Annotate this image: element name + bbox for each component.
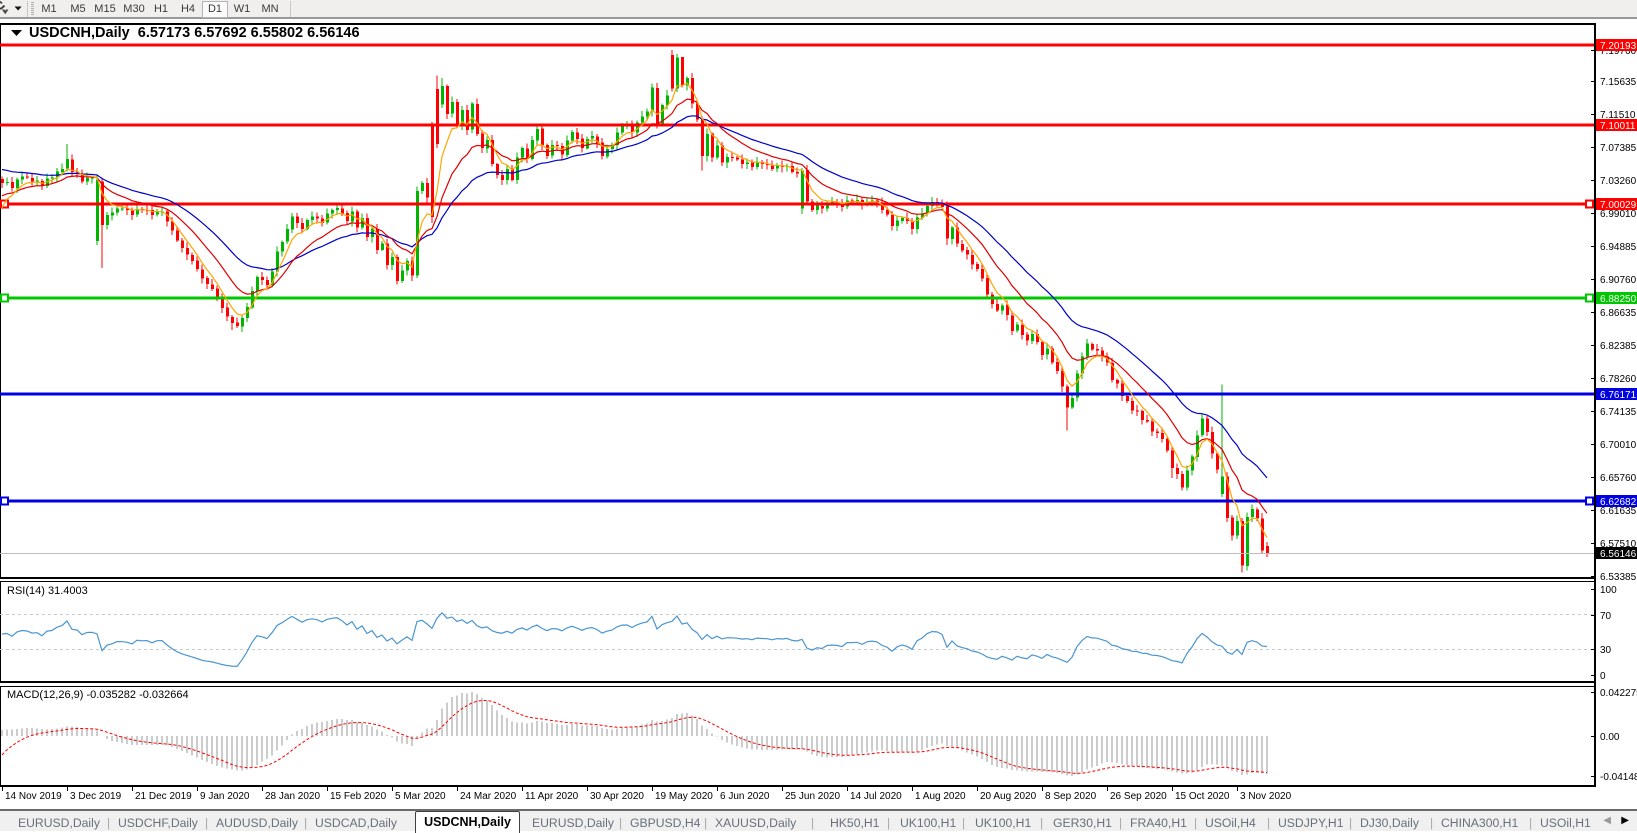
svg-text:6.99010: 6.99010 [1600, 209, 1637, 220]
svg-text:15 Feb 2020: 15 Feb 2020 [330, 791, 387, 802]
svg-text:6.94885: 6.94885 [1600, 242, 1637, 253]
svg-text:3 Nov 2020: 3 Nov 2020 [1240, 791, 1292, 802]
svg-text:14 Jul 2020: 14 Jul 2020 [850, 791, 902, 802]
svg-text:24 Mar 2020: 24 Mar 2020 [460, 791, 517, 802]
svg-text:8 Sep 2020: 8 Sep 2020 [1045, 791, 1097, 802]
svg-text:1 Aug 2020: 1 Aug 2020 [915, 791, 966, 802]
svg-text:6.90760: 6.90760 [1600, 275, 1637, 286]
svg-text:-0.04148: -0.04148 [1600, 772, 1637, 783]
svg-text:15 Oct 2020: 15 Oct 2020 [1175, 791, 1230, 802]
svg-text:6.65760: 6.65760 [1600, 473, 1637, 484]
svg-text:30 Apr 2020: 30 Apr 2020 [590, 791, 644, 802]
svg-text:26 Sep 2020: 26 Sep 2020 [1110, 791, 1167, 802]
svg-text:100: 100 [1600, 585, 1617, 596]
svg-text:19 May 2020: 19 May 2020 [655, 791, 713, 802]
svg-text:70: 70 [1600, 611, 1612, 622]
svg-text:6.70010: 6.70010 [1600, 440, 1637, 451]
svg-text:0.00: 0.00 [1600, 732, 1620, 743]
svg-text:3 Dec 2019: 3 Dec 2019 [70, 791, 122, 802]
svg-text:0.042275: 0.042275 [1600, 688, 1637, 699]
svg-text:20 Aug 2020: 20 Aug 2020 [980, 791, 1037, 802]
svg-text:14 Nov 2019: 14 Nov 2019 [5, 791, 62, 802]
svg-text:5 Mar 2020: 5 Mar 2020 [395, 791, 446, 802]
svg-text:7.03260: 7.03260 [1600, 176, 1637, 187]
svg-text:7.11510: 7.11510 [1600, 110, 1636, 121]
svg-text:6.76171: 6.76171 [1600, 390, 1637, 401]
svg-text:21 Dec 2019: 21 Dec 2019 [135, 791, 192, 802]
svg-text:28 Jan 2020: 28 Jan 2020 [265, 791, 320, 802]
svg-text:6.88250: 6.88250 [1600, 294, 1637, 305]
svg-text:0: 0 [1600, 671, 1606, 682]
svg-text:7.20193: 7.20193 [1600, 41, 1637, 52]
svg-text:7.19760: 7.19760 [1600, 46, 1637, 57]
svg-text:11 Apr 2020: 11 Apr 2020 [525, 791, 579, 802]
svg-text:7.15635: 7.15635 [1600, 77, 1637, 88]
svg-text:6.61635: 6.61635 [1600, 506, 1637, 517]
svg-text:6.62682: 6.62682 [1600, 497, 1637, 508]
svg-text:7.10011: 7.10011 [1600, 121, 1636, 132]
svg-text:6.82385: 6.82385 [1600, 341, 1637, 352]
svg-text:30: 30 [1600, 645, 1612, 656]
svg-text:7.07385: 7.07385 [1600, 143, 1637, 154]
svg-text:25 Jun 2020: 25 Jun 2020 [785, 791, 840, 802]
svg-text:6.78260: 6.78260 [1600, 374, 1637, 385]
svg-text:6.56146: 6.56146 [1600, 549, 1637, 560]
svg-text:6.74135: 6.74135 [1600, 407, 1637, 418]
svg-text:6.53385: 6.53385 [1600, 572, 1637, 583]
svg-text:9 Jan 2020: 9 Jan 2020 [200, 791, 250, 802]
svg-text:7.00029: 7.00029 [1600, 200, 1637, 211]
svg-text:6.86635: 6.86635 [1600, 308, 1637, 319]
svg-text:6.57510: 6.57510 [1600, 539, 1637, 550]
svg-text:6 Jun 2020: 6 Jun 2020 [720, 791, 770, 802]
